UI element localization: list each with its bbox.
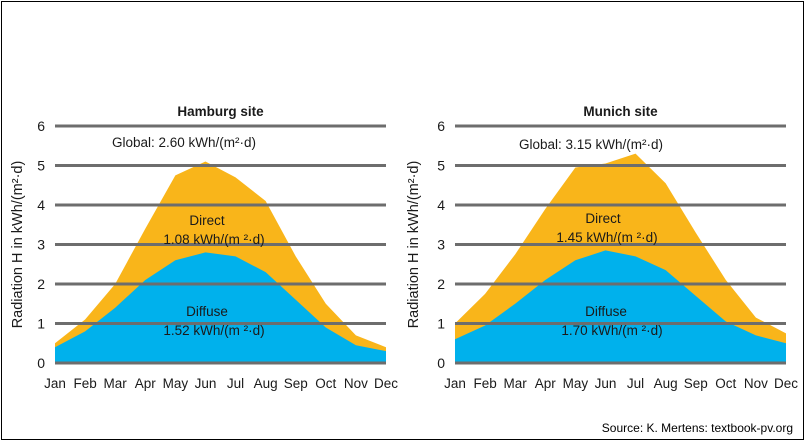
x-tick-label: Nov xyxy=(744,376,768,391)
diffuse-area xyxy=(55,252,386,363)
x-tick-label: Jan xyxy=(44,376,66,391)
x-tick-label: Mar xyxy=(504,376,528,391)
x-tick-label: Apr xyxy=(535,376,557,391)
direct-label: Direct xyxy=(189,213,225,228)
y-tick-label: 0 xyxy=(37,355,45,371)
y-tick-label: 1 xyxy=(37,316,45,332)
direct-value: 1.45 kWh/(m ²·d) xyxy=(556,230,657,245)
y-axis-label: Radiation H in kWh/(m²·d) xyxy=(406,161,422,329)
x-tick-label: Jun xyxy=(595,376,617,391)
x-tick-label: May xyxy=(563,376,589,391)
munich-chart: 0 1 2 3 4 5 6 Jan Feb Mar Apr May Jun Jul Aug Sep Oct Nov… xyxy=(406,104,798,391)
x-tick-label: Jul xyxy=(627,376,644,391)
global-annotation: Global: 2.60 kWh/(m²·d) xyxy=(112,135,256,150)
chart-title: Hamburg site xyxy=(177,104,264,119)
y-tick-label: 3 xyxy=(437,237,445,253)
y-tick-label: 2 xyxy=(37,276,45,292)
x-tick-label: Sep xyxy=(684,376,708,391)
x-tick-label: Jul xyxy=(227,376,244,391)
y-tick-label: 2 xyxy=(437,276,445,292)
diffuse-label: Diffuse xyxy=(585,304,627,319)
x-tick-label: Mar xyxy=(104,376,128,391)
y-tick-label: 5 xyxy=(37,158,45,174)
x-tick-label: Jun xyxy=(195,376,217,391)
source-caption: Source: K. Mertens: textbook-pv.org xyxy=(601,421,793,435)
diffuse-value: 1.70 kWh/(m ²·d) xyxy=(561,323,662,338)
chart-title: Munich site xyxy=(583,104,658,119)
diffuse-area xyxy=(455,250,786,363)
y-axis-label: Radiation H in kWh/(m²·d) xyxy=(10,161,26,329)
x-tick-label: Dec xyxy=(774,376,798,391)
y-tick-label: 0 xyxy=(437,355,445,371)
x-tick-label: Sep xyxy=(284,376,308,391)
y-tick-label: 1 xyxy=(437,316,445,332)
x-tick-label: Feb xyxy=(473,376,496,391)
diffuse-value: 1.52 kWh/(m ²·d) xyxy=(163,323,264,338)
x-tick-label: Dec xyxy=(374,376,398,391)
y-tick-label: 6 xyxy=(37,118,45,134)
hamburg-chart: 0 1 2 3 4 5 6 Jan Feb Mar Apr May Jun Jul Aug Sep Oct Nov… xyxy=(10,104,398,391)
x-tick-label: May xyxy=(163,376,189,391)
y-tick-label: 4 xyxy=(437,197,445,213)
direct-label: Direct xyxy=(585,211,621,226)
y-tick-label: 6 xyxy=(437,118,445,134)
diffuse-label: Diffuse xyxy=(186,304,228,319)
x-tick-label: Aug xyxy=(654,376,678,391)
y-tick-label: 5 xyxy=(437,158,445,174)
direct-value: 1.08 kWh/(m ²·d) xyxy=(163,232,264,247)
x-tick-label: Nov xyxy=(344,376,368,391)
global-annotation: Global: 3.15 kWh/(m²·d) xyxy=(519,137,663,152)
x-tick-label: Oct xyxy=(315,376,336,391)
x-tick-label: Oct xyxy=(715,376,736,391)
y-tick-label: 3 xyxy=(37,237,45,253)
x-tick-label: Aug xyxy=(254,376,278,391)
x-tick-label: Feb xyxy=(73,376,96,391)
y-tick-label: 4 xyxy=(37,197,45,213)
x-tick-label: Apr xyxy=(135,376,157,391)
x-tick-label: Jan xyxy=(444,376,466,391)
